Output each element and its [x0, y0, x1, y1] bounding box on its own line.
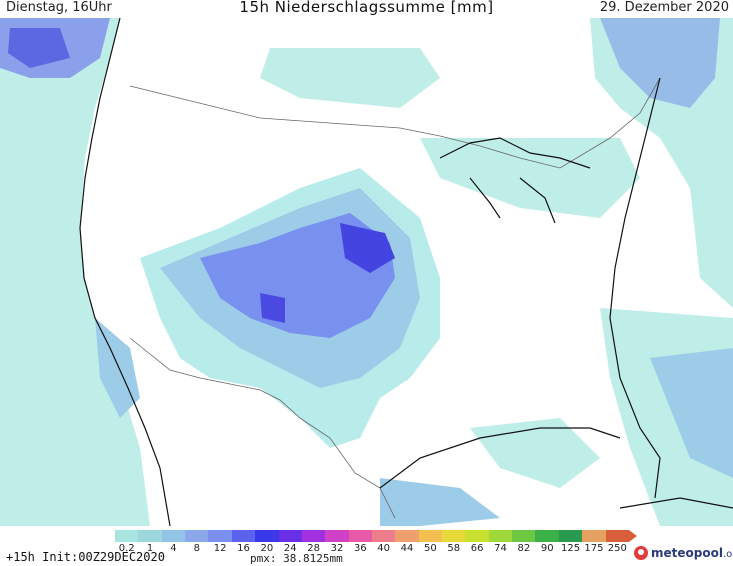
- scale-swatch: [325, 530, 349, 542]
- scale-max-arrow: [629, 530, 637, 542]
- scale-label: 74: [494, 543, 507, 554]
- scale-label: 175: [584, 543, 604, 554]
- scale-label: 82: [517, 543, 531, 554]
- scale-swatch: [512, 530, 536, 542]
- map-canvas: [0, 18, 733, 526]
- date-label: 29. Dezember 2020: [599, 0, 729, 15]
- scale-label: 20: [260, 543, 274, 554]
- caribbean-coastline: [619, 497, 733, 509]
- gulf-precip-area: [470, 418, 600, 488]
- scale-swatch: [301, 530, 326, 542]
- secondary-precip-core: [260, 293, 285, 323]
- northeast-heavy-precip: [600, 18, 720, 108]
- atlantic-medium-precip: [650, 348, 733, 478]
- scale-label: 66: [470, 543, 484, 554]
- meteopool-logo-icon: [634, 546, 648, 560]
- scale-label: 58: [447, 543, 461, 554]
- scale-swatch: [418, 530, 443, 542]
- scale-label: 36: [353, 543, 367, 554]
- scale-swatch: [535, 530, 559, 542]
- mexico-border: [129, 337, 396, 519]
- scale-swatch: [161, 530, 186, 542]
- scale-label: 32: [330, 543, 344, 554]
- east-coastline: [609, 77, 661, 499]
- great-lakes-outline: [439, 137, 591, 224]
- logo-name: meteopool: [651, 546, 723, 560]
- meteopool-logo[interactable]: meteopool.org: [634, 546, 733, 560]
- scale-label: 90: [540, 543, 554, 554]
- scale-label: 250: [607, 543, 627, 554]
- west-coastline: [79, 18, 171, 526]
- scale-swatch: [231, 530, 256, 542]
- scale-swatch: [208, 530, 232, 542]
- scale-label: 0.2: [118, 543, 135, 554]
- map-title: 15h Niederschlagssumme [mm]: [239, 0, 494, 16]
- gulf-west-precip: [380, 478, 500, 526]
- scale-swatch: [465, 530, 489, 542]
- california-precip: [95, 318, 140, 418]
- color-scale-bar: [115, 530, 629, 542]
- forecast-init-label: +15h Init:00Z29DEC2020: [6, 550, 165, 564]
- canada-precip-area: [260, 48, 440, 108]
- scale-swatch: [605, 530, 629, 542]
- precipitation-map: [0, 18, 733, 526]
- scale-label: 44: [400, 543, 414, 554]
- valid-time-label: Dienstag, 16Uhr: [6, 0, 112, 15]
- pacific-max-precip: [8, 28, 70, 68]
- scale-label: 4: [170, 543, 177, 554]
- scale-swatch: [371, 530, 396, 542]
- scale-label: 24: [283, 543, 297, 554]
- scale-label: 125: [561, 543, 581, 554]
- scale-swatch: [348, 530, 372, 542]
- scale-swatch: [138, 530, 162, 542]
- greatlakes-precip-area: [420, 138, 640, 218]
- scale-swatch: [582, 530, 606, 542]
- scale-label: 12: [213, 543, 227, 554]
- scale-swatch: [255, 530, 279, 542]
- scale-label: 8: [193, 543, 200, 554]
- color-scale-labels: 0.2 1 4 8 12 16 20 24 28 32 36 40 44 50 58 66 74 82 90 125 1…: [115, 543, 629, 555]
- pmx-label: pmx: 38.8125mm: [250, 552, 343, 565]
- gulf-coastline: [379, 427, 621, 489]
- scale-label: 28: [307, 543, 320, 554]
- scale-swatch: [185, 530, 209, 542]
- scale-swatch: [558, 530, 583, 542]
- logo-tld: .org: [722, 549, 733, 560]
- scale-swatch: [278, 530, 302, 542]
- scale-label: 1: [146, 543, 154, 554]
- scale-swatch: [488, 530, 513, 542]
- scale-swatch: [395, 530, 419, 542]
- canada-border: [129, 77, 661, 169]
- scale-swatch: [442, 530, 466, 542]
- footer: 0.2 1 4 8 12 16 20 24 28 32 36 40 44 50 58 66 74 82 90 125 1…: [0, 526, 733, 566]
- max-precip-core: [340, 223, 395, 273]
- header: Dienstag, 16Uhr 15h Niederschlagssumme […: [0, 0, 733, 20]
- scale-label: 50: [424, 543, 437, 554]
- scale-label: 16: [237, 543, 250, 554]
- scale-label: 40: [377, 543, 391, 554]
- scale-swatch: [115, 530, 139, 542]
